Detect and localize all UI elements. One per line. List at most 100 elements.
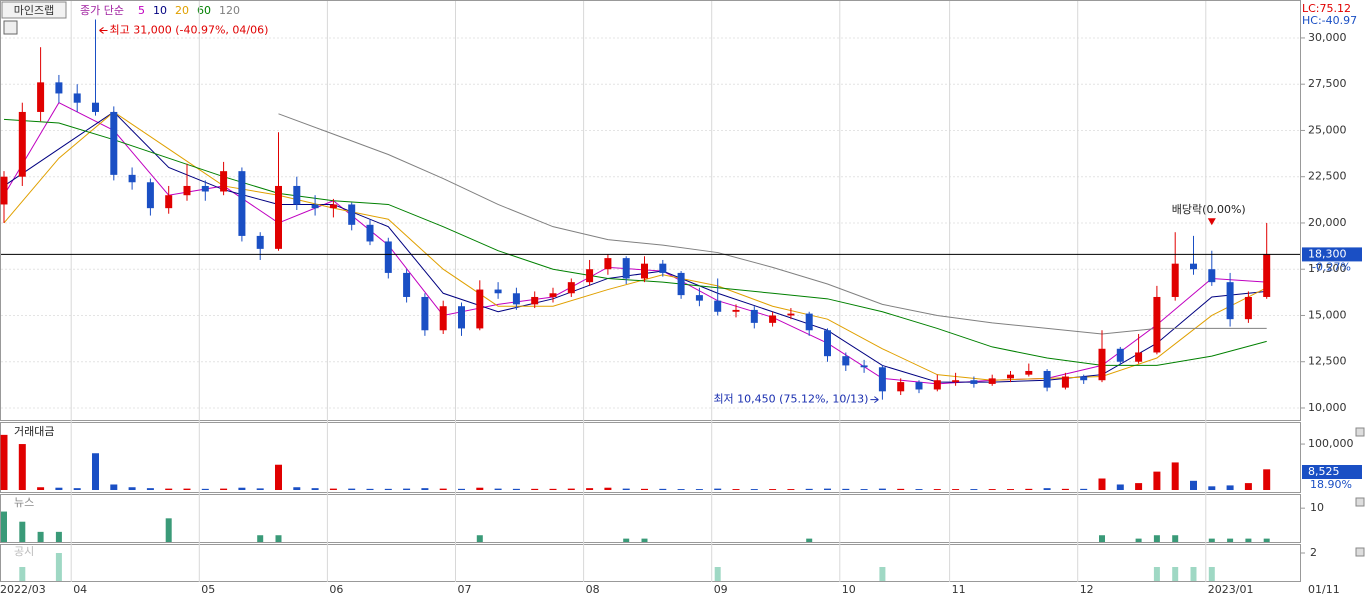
candle-body: [1171, 263, 1179, 297]
volume-bar: [1025, 488, 1033, 490]
volume-bar: [897, 488, 905, 490]
news-bar: [476, 535, 483, 542]
candle-body: [878, 367, 886, 392]
hc-label: HC:-40.97: [1302, 14, 1357, 27]
candle-body: [805, 313, 813, 331]
volume-bar: [750, 489, 758, 490]
volume-bar: [1153, 471, 1161, 490]
volume-bar: [1226, 485, 1234, 490]
annotation-arrow: [870, 396, 879, 404]
candle-body: [988, 378, 996, 384]
candle-body: [1153, 296, 1161, 353]
x-tick-label: 2023/01: [1208, 583, 1254, 596]
candle-body: [860, 365, 868, 368]
y-tick-label: 22,500: [1308, 170, 1347, 183]
moving-average: [3, 118, 1267, 366]
candle-body: [73, 93, 81, 103]
candle-body: [384, 241, 392, 273]
candle-body: [403, 272, 411, 297]
x-tick-label: 2022/03: [0, 583, 46, 596]
candle-body: [37, 82, 45, 112]
volume-bar: [165, 488, 173, 490]
volume-ratio: 18.90%: [1310, 478, 1352, 491]
news-bar: [37, 531, 44, 542]
volume-bar: [110, 484, 118, 490]
volume-bar: [256, 488, 264, 490]
volume-bar: [878, 488, 886, 490]
candle-body: [586, 269, 594, 283]
x-tick-label: 04: [73, 583, 87, 596]
volume-last-label: 8,525: [1308, 465, 1340, 478]
candle-body: [220, 171, 228, 192]
title-box[interactable]: [1, 1, 67, 19]
volume-bar: [458, 488, 465, 490]
volume-bar: [37, 487, 45, 490]
annotation-arrow: [1207, 218, 1216, 226]
candle-body: [92, 102, 99, 112]
candle-body: [732, 309, 740, 312]
candle-body: [604, 258, 612, 270]
volume-bar: [604, 487, 612, 490]
candle-body: [1263, 254, 1271, 297]
disclosure-bar: [879, 567, 886, 581]
volume-bar: [55, 487, 63, 490]
volume-bar: [1080, 488, 1088, 490]
disclosure-bar: [55, 553, 62, 581]
candle-body: [659, 263, 667, 273]
volume-bar: [1061, 488, 1069, 490]
volume-bar: [659, 488, 667, 490]
volume-bar: [1116, 484, 1124, 490]
volume-bar: [403, 488, 411, 490]
annotation: 최고 31,000 (-40.97%, 04/06): [110, 23, 269, 36]
annotation: 최저 10,450 (75.12%, 10/13): [713, 393, 868, 406]
volume-bar: [842, 488, 850, 490]
volume-bar: [1244, 483, 1252, 490]
candle-body: [714, 300, 722, 312]
panel-button[interactable]: [1355, 547, 1365, 557]
price-panel: [0, 0, 1301, 421]
annotation-arrow: [99, 27, 108, 34]
candle-body: [549, 293, 557, 297]
disclosure-label: 공시: [14, 545, 34, 558]
candle-body: [146, 182, 154, 209]
x-tick-label: 07: [458, 583, 472, 596]
candle-body: [0, 176, 8, 205]
disclosure-bar: [1153, 567, 1160, 581]
x-tick-label: 08: [586, 583, 600, 596]
y-tick-label: 25,000: [1308, 123, 1347, 136]
disclosure-bar: [1190, 567, 1197, 581]
volume-bar: [1190, 480, 1197, 490]
volume-bar: [183, 488, 191, 490]
volume-bar: [366, 488, 374, 490]
volume-bar: [714, 488, 722, 490]
candle-body: [1116, 348, 1124, 362]
volume-bar: [988, 489, 996, 490]
candle-body: [970, 380, 978, 384]
news-bar: [1099, 535, 1105, 542]
volume-bar: [1135, 483, 1143, 490]
news-panel: [0, 494, 1301, 543]
volume-label: 거래대금: [14, 425, 54, 438]
volume-bar: [531, 488, 539, 490]
settings-icon[interactable]: [3, 20, 18, 35]
moving-average: [3, 102, 1267, 385]
candle-body: [1061, 376, 1069, 388]
y-tick-label: 20,000: [1308, 216, 1347, 229]
volume-bar: [73, 488, 81, 490]
candle-body: [512, 293, 520, 305]
volume-bar: [348, 488, 356, 490]
candle-body: [750, 309, 758, 323]
candle-body: [311, 204, 319, 209]
y-tick-label: 10,000: [1308, 401, 1347, 414]
volume-bar: [970, 489, 978, 490]
last-price-box: [1302, 247, 1362, 262]
volume-bar: [439, 488, 447, 490]
candle-body: [1190, 263, 1197, 270]
ma-legend: 5: [138, 4, 145, 17]
volume-bar: [805, 488, 813, 490]
last-change: -0.27%: [1312, 260, 1351, 273]
panel-button[interactable]: [1355, 427, 1365, 437]
candle-body: [238, 171, 246, 236]
panel-button[interactable]: [1355, 497, 1365, 507]
